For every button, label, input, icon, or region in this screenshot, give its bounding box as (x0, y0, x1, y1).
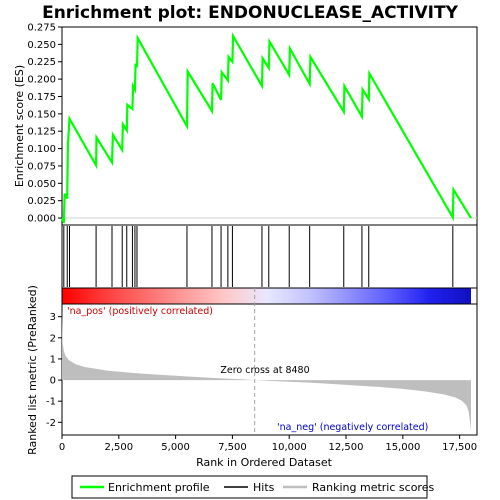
legend-enrichment-label: Enrichment profile (108, 481, 210, 494)
x-tick-label: 0 (59, 442, 65, 453)
x-tick-label: 7,500 (218, 442, 247, 453)
metric-y-tick-label: -2 (46, 418, 56, 429)
x-axis: 0 2,500 5,000 7,500 10,000 12,500 15,000 17,500 (59, 435, 477, 453)
es-y-axis: 0.000 0.025 0.050 0.075 0.100 0.125 0.150 0.175… (27, 23, 62, 225)
chart-title: Enrichment plot: ENDONUCLEASE_ACTIVITY (42, 3, 459, 23)
x-tick-label: 12,500 (329, 442, 364, 453)
es-y-tick-label: 0.125 (27, 127, 56, 138)
es-y-tick-label: 0.225 (27, 57, 56, 68)
es-y-tick-label: 0.150 (27, 109, 56, 120)
rank-colorbar (62, 288, 471, 304)
metric-y-tick-label: 3 (50, 312, 56, 323)
es-y-axis-label: Enrichment score (ES) (13, 65, 26, 187)
metric-y-tick-label: -1 (46, 397, 56, 408)
es-y-tick-label: 0.200 (27, 75, 56, 86)
x-tick-label: 5,000 (161, 442, 190, 453)
x-tick-label: 2,500 (104, 442, 133, 453)
es-y-tick-label: 0.250 (27, 40, 56, 51)
zero-cross-label: Zero cross at 8480 (220, 365, 309, 376)
x-tick-label: 15,000 (385, 442, 420, 453)
hits-markers (63, 226, 454, 287)
x-tick-label: 10,000 (272, 442, 307, 453)
es-y-tick-label: 0.100 (27, 144, 56, 155)
legend-hits-label: Hits (253, 481, 275, 494)
es-y-tick-label: 0.000 (27, 214, 56, 225)
es-y-tick-label: 0.075 (27, 161, 56, 172)
es-y-tick-label: 0.275 (27, 23, 56, 34)
es-y-tick-label: 0.050 (27, 179, 56, 190)
es-y-tick-label: 0.025 (27, 196, 56, 207)
legend-box (71, 475, 428, 499)
x-tick-label: 17,500 (442, 442, 477, 453)
enrichment-profile-line (60, 32, 472, 224)
hits-panel-frame (61, 224, 478, 289)
metric-y-axis: -2 -1 0 1 2 3 (46, 312, 62, 429)
x-axis-label: Rank in Ordered Dataset (196, 456, 333, 469)
es-y-tick-label: 0.175 (27, 92, 56, 103)
negative-correlation-label: 'na_neg' (negatively correlated) (277, 422, 428, 433)
metric-y-tick-label: 1 (50, 354, 56, 365)
legend-metric-label: Ranking metric scores (312, 481, 434, 494)
metric-y-tick-label: 2 (50, 333, 56, 344)
metric-y-tick-label: 0 (50, 376, 56, 387)
metric-y-axis-label: Ranked list metric (PreRanked) (26, 285, 39, 455)
positive-correlation-label: 'na_pos' (positively correlated) (67, 306, 213, 317)
